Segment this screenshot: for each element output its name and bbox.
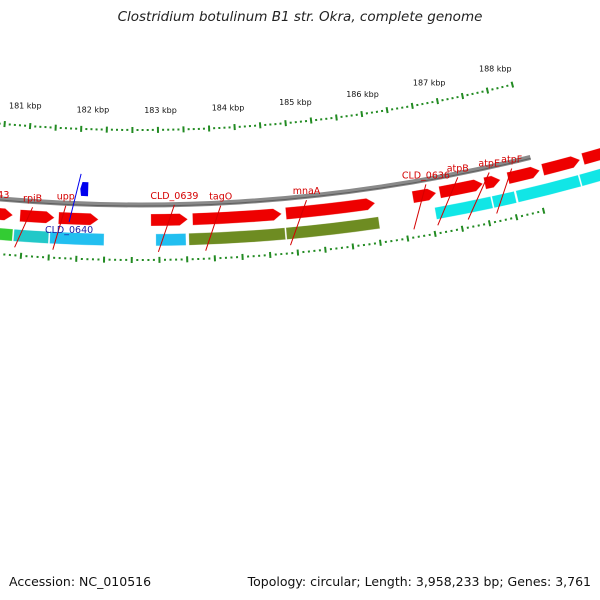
major-tick (410, 102, 414, 109)
feature-block (491, 190, 518, 209)
major-tick (28, 123, 32, 130)
feature-block (155, 233, 187, 247)
gene-label-upp: upp (57, 192, 75, 203)
gene-label-leader (413, 184, 427, 230)
major-tick (379, 239, 382, 246)
kbp-tick-label: 185 kbp (279, 98, 312, 107)
major-tick (406, 235, 410, 242)
cds-arrow (411, 188, 437, 204)
feature-block (578, 168, 600, 187)
gene-label-leader (496, 168, 513, 214)
gene-label-atpf: atpF (501, 155, 522, 166)
kbp-tick-label: 183 kbp (144, 106, 177, 115)
accession-text: Accession: NC_010516 (9, 574, 152, 589)
major-tick (487, 220, 492, 227)
major-tick (284, 120, 287, 127)
kbp-tick-label: 187 kbp (413, 79, 446, 88)
gene-label-leader (205, 205, 222, 251)
feature-block (434, 196, 494, 220)
major-tick (460, 225, 464, 232)
cds-arrow (540, 155, 581, 176)
major-tick (433, 230, 437, 237)
kbp-tick-label: 182 kbp (77, 105, 110, 114)
gene-label-leader (290, 200, 307, 246)
topology-text: Topology: circular; Length: 3,958,233 bp… (247, 574, 591, 589)
minus-gene-marker (80, 182, 89, 197)
major-tick (360, 110, 364, 118)
major-tick (435, 98, 439, 105)
major-tick (324, 246, 327, 253)
feature-block (515, 174, 582, 203)
cds-arrow (506, 166, 541, 185)
major-tick (385, 107, 389, 114)
feature-block (0, 227, 14, 242)
cds-arrow (580, 147, 600, 166)
feature-block (49, 231, 105, 246)
minor-tick (506, 84, 509, 88)
cds-arrow (483, 175, 501, 190)
gene-label-leader (14, 207, 34, 248)
gene-label-atpb: atpB (447, 163, 469, 174)
feature-block (188, 227, 287, 246)
cds-arrow (438, 179, 484, 199)
major-tick (335, 114, 338, 121)
feature-block (285, 216, 381, 240)
major-tick (19, 252, 23, 259)
minor-tick (496, 87, 499, 90)
kbp-tick-label: 184 kbp (212, 104, 245, 113)
major-tick (541, 207, 546, 214)
major-tick (258, 122, 262, 129)
gene-label-layer: CLD_0643rpiBuppCLD_0639tagOmnaACLD_0636a… (0, 155, 522, 253)
gene-label-leader (437, 177, 459, 226)
gene-label-leader (157, 204, 175, 253)
major-tick (309, 117, 313, 124)
major-tick (514, 214, 519, 221)
major-tick (351, 243, 355, 250)
genome-backbone-shadow (0, 157, 531, 207)
gene-label-cld_0640: CLD_0640 (45, 225, 93, 236)
cds-arrow (19, 209, 56, 224)
gene-label-rpib: rpiB (23, 193, 42, 204)
map-title: Clostridium botulinum B1 str. Okra, comp… (117, 9, 483, 25)
kbp-tick-label: 188 kbp (479, 64, 512, 73)
major-tick (485, 87, 490, 94)
major-tick (510, 81, 515, 88)
genome-backbone-layer (0, 154, 532, 208)
gene-label-tago: tagO (209, 192, 232, 203)
major-tick (3, 121, 6, 128)
major-tick (460, 92, 465, 100)
feature-block (12, 228, 50, 244)
gene-label-cld_0639: CLD_0639 (150, 191, 198, 202)
gene-label-leader (52, 205, 67, 250)
gene-label-leader (467, 172, 490, 220)
minor-tick (491, 88, 494, 91)
feature-layer (0, 168, 600, 247)
gene-label-mnaa: mnaA (293, 186, 321, 197)
gene-label-cld_0636: CLD_0636 (402, 170, 450, 181)
major-tick (296, 249, 300, 256)
cds-arrow (0, 207, 14, 221)
genome-backbone (0, 154, 532, 208)
kbp-tick-label: 186 kbp (346, 90, 379, 99)
cds-layer (0, 147, 600, 227)
cds-arrow (57, 211, 100, 226)
kbp-tick-label: 181 kbp (9, 102, 42, 111)
gene-label-leader (68, 173, 82, 223)
gene-label-cld_0643: CLD_0643 (0, 190, 9, 201)
cds-arrow (284, 197, 376, 220)
cds-arrow (192, 208, 283, 226)
gene-label-atpe: atpE (478, 159, 500, 170)
